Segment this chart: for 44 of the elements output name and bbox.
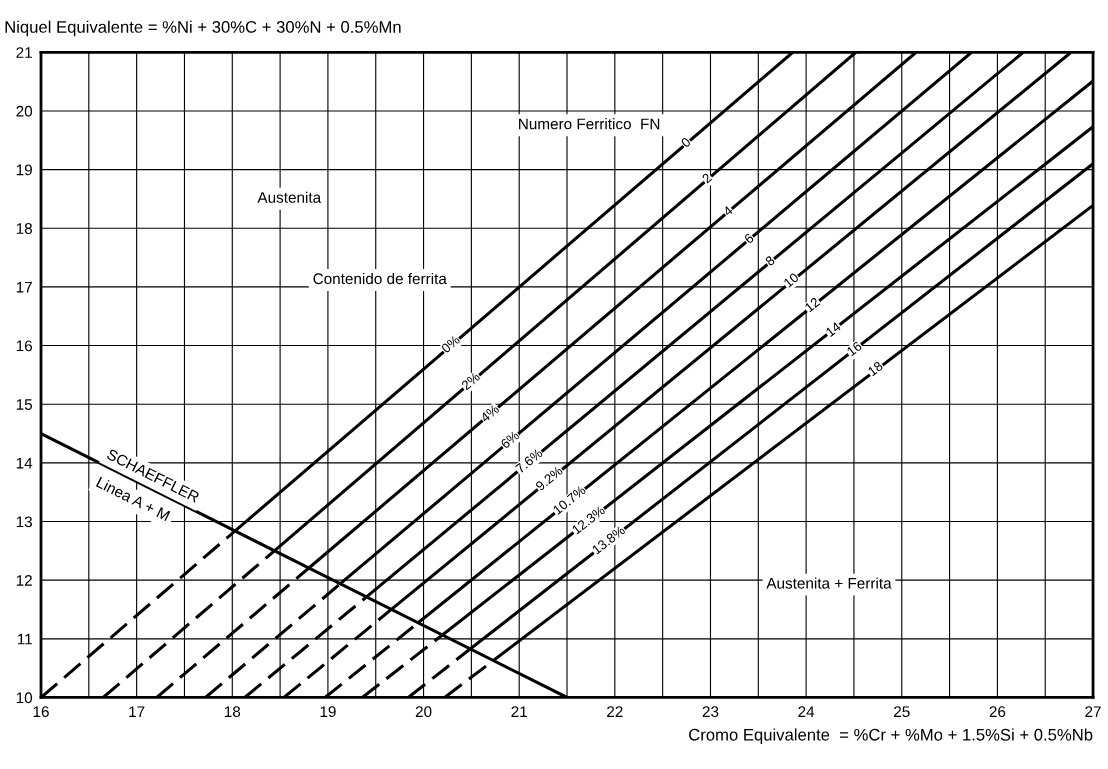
annotation: 6% — [500, 430, 520, 449]
annotation: 0 — [680, 136, 692, 148]
annotation: 8 — [764, 255, 776, 267]
annotation: 2% — [460, 371, 481, 391]
y-axis-title: Niquel Equivalente = %Ni + 30%C + 30%N + 0.5%Mn — [5, 20, 401, 37]
y-tick-label: 16 — [16, 340, 32, 352]
x-axis-title: Cromo Equivalente = %Cr + %Mo + 1.5%Si + 0.5%Nb — [689, 728, 1093, 744]
annotation: 4% — [479, 403, 500, 423]
annotation: 14 — [825, 321, 842, 337]
y-tick-label: 10 — [16, 692, 33, 704]
annotation: Austenita — [257, 191, 322, 203]
x-tick-label: 17 — [129, 706, 145, 717]
x-tick-label: 18 — [224, 706, 241, 718]
annotation: 10 — [783, 272, 800, 288]
x-tick-label: 25 — [894, 706, 910, 718]
x-tick-label: 22 — [607, 706, 623, 717]
annotation: 6 — [743, 232, 755, 245]
x-tick-label: 16 — [33, 706, 49, 718]
y-tick-label: 17 — [16, 281, 32, 293]
annotation: Austenita + Ferrita — [766, 577, 892, 589]
y-tick-label: 13 — [16, 516, 32, 528]
y-tick-label: 14 — [16, 457, 33, 469]
y-tick-label: 18 — [16, 223, 32, 234]
y-tick-label: 21 — [16, 47, 32, 58]
annotation: Contenido de ferrita — [313, 272, 447, 285]
x-tick-label: 26 — [989, 706, 1006, 718]
y-tick-label: 15 — [16, 399, 33, 410]
x-tick-label: 23 — [702, 706, 719, 718]
y-tick-label: 20 — [16, 105, 33, 117]
annotation: 2 — [701, 172, 713, 184]
annotation: 16 — [846, 340, 863, 357]
x-tick-label: 24 — [798, 706, 815, 717]
x-tick-label: 19 — [320, 706, 336, 718]
x-tick-label: 20 — [415, 706, 432, 718]
x-tick-label: 21 — [511, 706, 527, 717]
y-tick-label: 12 — [16, 575, 32, 586]
y-tick-label: 19 — [16, 164, 32, 176]
annotation: Numero Ferritico FN — [519, 118, 660, 130]
annotation: 0% — [440, 334, 461, 354]
annotation: 12 — [804, 296, 821, 313]
x-tick-label: 27 — [1085, 706, 1101, 717]
annotation: 4 — [722, 205, 734, 217]
y-tick-label: 11 — [17, 633, 32, 645]
annotation: 18 — [867, 360, 884, 377]
